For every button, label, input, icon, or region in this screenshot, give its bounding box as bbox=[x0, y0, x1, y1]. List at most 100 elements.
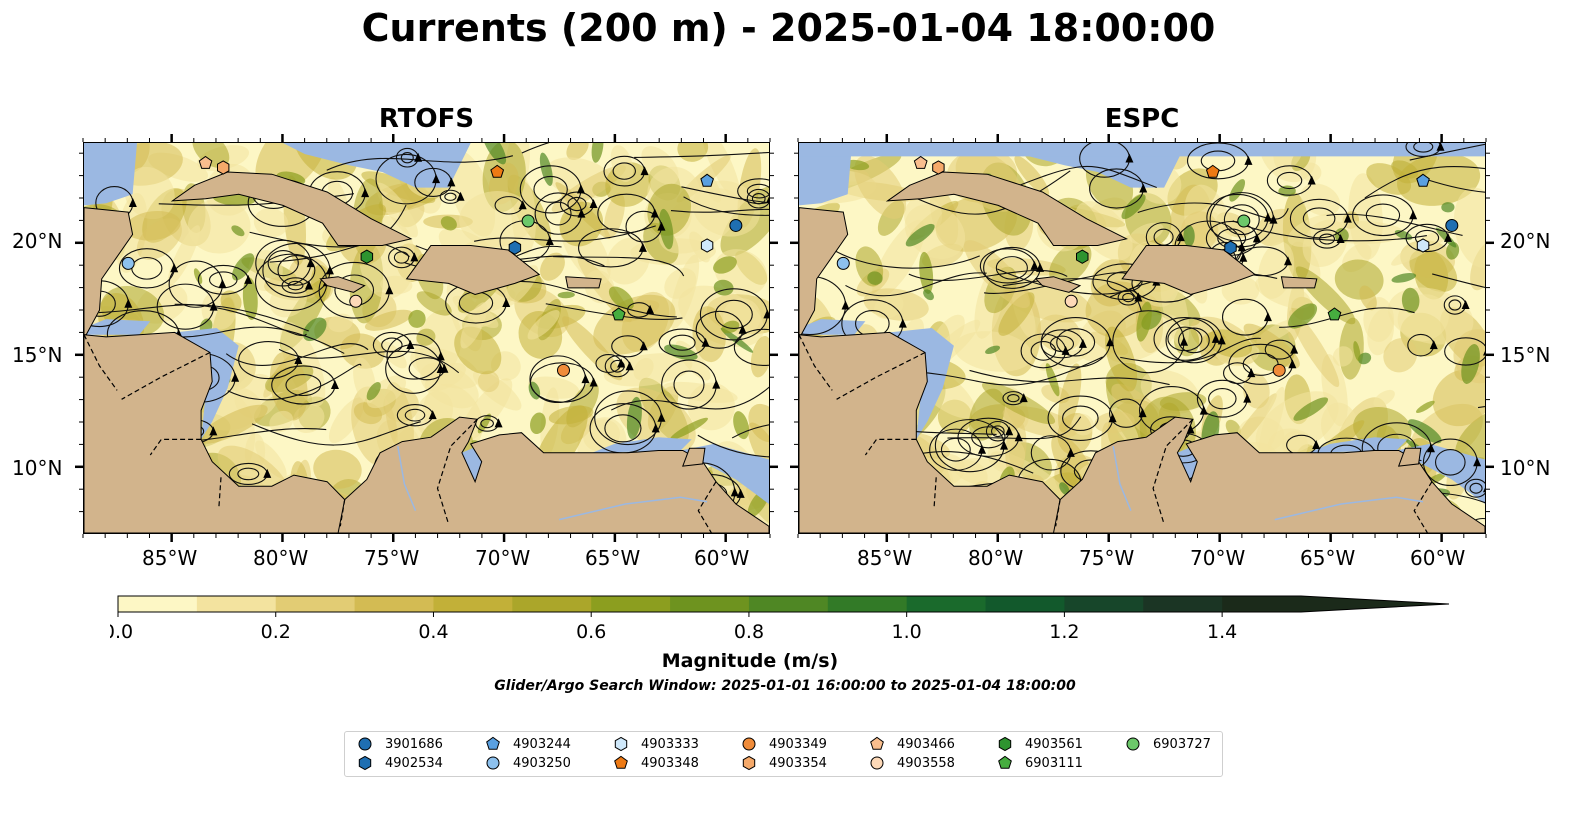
circle-marker-icon bbox=[1126, 737, 1140, 751]
streamline-arrow bbox=[545, 236, 554, 246]
streamline-arrow bbox=[1426, 443, 1435, 453]
streamline-arrow bbox=[625, 361, 634, 371]
streamline-arrow bbox=[502, 298, 511, 308]
lon-label-rtofs-60: 60°W bbox=[694, 546, 750, 570]
streamline-arrow bbox=[1436, 143, 1445, 151]
flow-streamline bbox=[845, 272, 987, 297]
legend-marker bbox=[486, 756, 500, 770]
streamline-arrow bbox=[1078, 338, 1087, 348]
shallow-water-venezshelf bbox=[592, 437, 692, 453]
circle-marker-icon bbox=[742, 737, 756, 751]
lon-label-rtofs-70: 70°W bbox=[475, 546, 531, 570]
eddy-streamline bbox=[746, 188, 769, 209]
flow-streamline bbox=[697, 434, 769, 458]
colorbar-segment bbox=[512, 596, 592, 612]
eddy-streamline bbox=[404, 408, 426, 422]
eddy-streamline bbox=[1208, 388, 1237, 410]
colorbar-tick-label: 0.4 bbox=[418, 621, 448, 643]
streamline-arrow bbox=[244, 274, 253, 284]
streamline-arrow bbox=[1036, 262, 1045, 272]
streamline-arrow bbox=[1138, 408, 1147, 418]
streamline-arrow bbox=[1343, 213, 1352, 223]
streamline-arrow bbox=[1263, 212, 1272, 222]
country-border bbox=[218, 477, 222, 509]
legend-label: 4903349 bbox=[769, 736, 827, 752]
flow-streamline bbox=[997, 268, 1143, 295]
streamline-arrow bbox=[1237, 242, 1246, 252]
colorbar-segment bbox=[827, 596, 908, 612]
legend-item-4903561: 4903561 bbox=[997, 736, 1083, 752]
pentagon-marker-icon bbox=[486, 736, 500, 750]
landmass-puertorico bbox=[1280, 276, 1318, 289]
streamline-arrow bbox=[1263, 312, 1272, 322]
float-marker-3901686 bbox=[729, 218, 743, 232]
panel-title-rtofs: RTOFS bbox=[378, 104, 475, 134]
lon-label-espc-70: 70°W bbox=[1190, 546, 1246, 570]
colorbar-segment bbox=[354, 596, 434, 612]
float-marker-4903250 bbox=[121, 256, 135, 270]
country-border bbox=[149, 438, 202, 456]
colorbar-tick-label: 0.6 bbox=[576, 621, 606, 643]
country-border bbox=[339, 499, 346, 527]
legend-item-4903244: 4903244 bbox=[485, 736, 571, 752]
streamline-arrow bbox=[1283, 256, 1292, 266]
float-marker-4903348 bbox=[1205, 164, 1220, 178]
flow-streamline bbox=[731, 424, 769, 439]
flow-streamline bbox=[908, 269, 1068, 281]
streamline-arrow bbox=[1108, 413, 1117, 423]
lat-label-left-20: 20°N bbox=[12, 229, 63, 253]
flow-streamline bbox=[1120, 337, 1261, 364]
country-border bbox=[697, 481, 717, 533]
legend-marker bbox=[614, 755, 628, 769]
legend-marker bbox=[870, 756, 884, 770]
hexagon-marker-icon bbox=[998, 736, 1012, 752]
eddy-streamline bbox=[1413, 143, 1434, 153]
figure-title: Currents (200 m) - 2025-01-04 18:00:00 bbox=[361, 6, 1216, 50]
streamline-arrow bbox=[898, 318, 907, 328]
eddy-streamline bbox=[237, 467, 260, 481]
colorbar-tick-label: 1.0 bbox=[892, 621, 922, 643]
legend-item-6903111: 6903111 bbox=[997, 755, 1083, 771]
legend-label: 4903244 bbox=[513, 736, 571, 752]
streamline-arrow bbox=[410, 252, 419, 262]
lat-label-right-10: 10°N bbox=[1500, 456, 1551, 480]
legend-marker bbox=[358, 737, 372, 751]
colorbar-segment bbox=[196, 596, 277, 612]
streamline-arrow bbox=[1125, 153, 1134, 163]
eddy-streamline bbox=[612, 162, 636, 180]
eddy-streamline bbox=[285, 373, 322, 397]
flow-streamline bbox=[1409, 143, 1485, 161]
lon-label-espc-85: 85°W bbox=[857, 546, 913, 570]
streamline-arrow bbox=[330, 380, 339, 390]
eddy-streamline bbox=[995, 256, 1028, 280]
streamline-arrow bbox=[209, 426, 218, 436]
eddy-streamline bbox=[746, 183, 769, 199]
circle-marker-icon bbox=[358, 737, 372, 751]
legend-label: 4902534 bbox=[385, 755, 443, 771]
streamline-arrow bbox=[712, 379, 721, 389]
float-marker-4903349 bbox=[557, 363, 570, 377]
float-marker-4903561 bbox=[360, 249, 374, 264]
eddy-streamline bbox=[1469, 482, 1483, 494]
lon-label-rtofs-75: 75°W bbox=[364, 546, 420, 570]
lon-label-rtofs-65: 65°W bbox=[585, 546, 641, 570]
float-marker-4903349 bbox=[1272, 363, 1286, 377]
float-marker-4903466 bbox=[198, 155, 213, 169]
streamline-arrow bbox=[577, 208, 586, 218]
flow-streamline bbox=[1279, 307, 1415, 328]
flow-streamline bbox=[249, 204, 407, 248]
float-marker-4902534 bbox=[508, 240, 522, 255]
eddy-streamline bbox=[267, 250, 299, 277]
float-marker-4903244 bbox=[1416, 173, 1430, 187]
shallow-water-honduras bbox=[84, 319, 151, 335]
streamline-arrow bbox=[736, 488, 745, 498]
legend-marker bbox=[998, 736, 1012, 752]
eddy-streamline bbox=[1223, 204, 1260, 236]
eddy-streamline bbox=[1178, 327, 1210, 354]
streamline-arrow bbox=[617, 358, 626, 368]
legend-marker bbox=[1126, 737, 1140, 751]
landmass-cuba bbox=[885, 171, 1128, 246]
map-canvas-rtofs bbox=[84, 143, 769, 533]
eddy-streamline bbox=[1464, 478, 1485, 498]
streamline-arrow bbox=[436, 351, 445, 361]
